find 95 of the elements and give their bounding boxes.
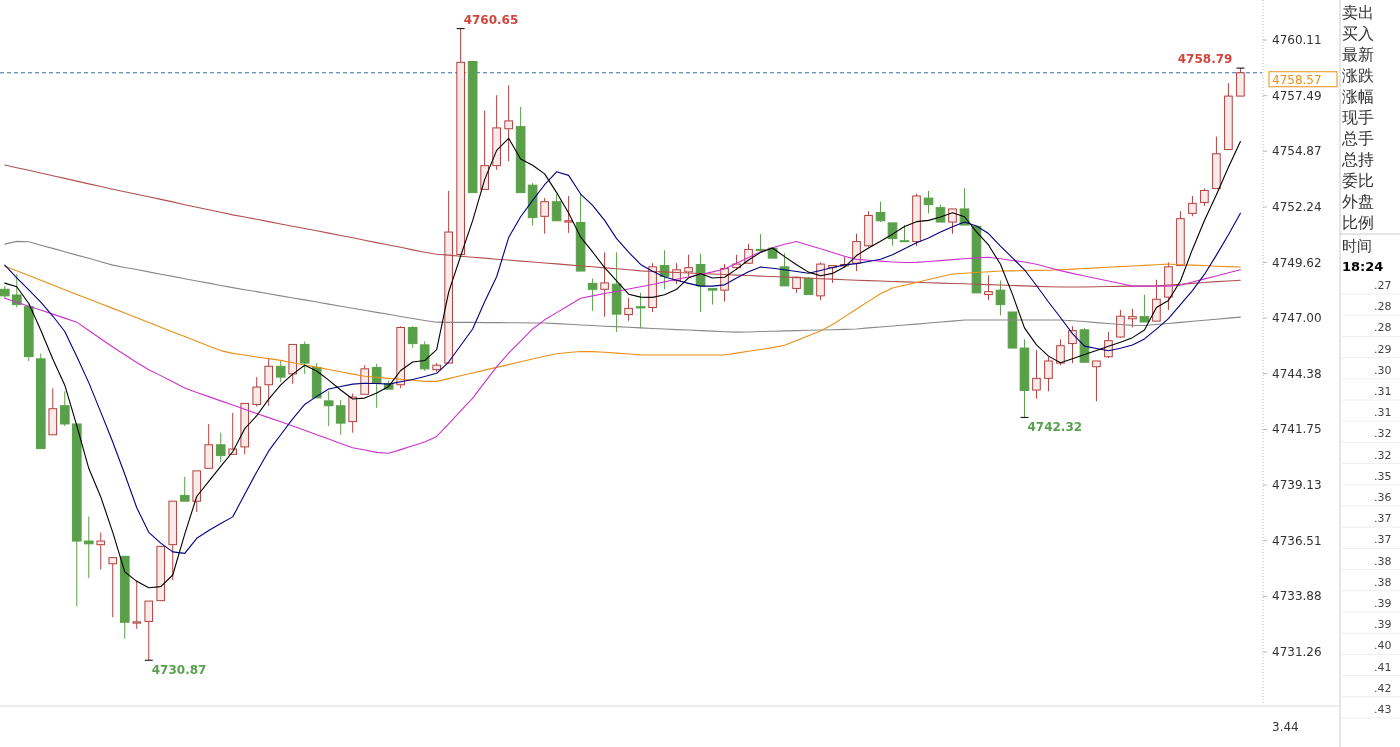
- text: .38: [1374, 554, 1392, 568]
- candlestick: [204, 423, 214, 469]
- text: .28: [1374, 321, 1392, 335]
- candlestick: [288, 343, 298, 385]
- candlestick: [108, 557, 118, 618]
- text: .27: [1374, 279, 1392, 292]
- candlestick: [444, 190, 453, 364]
- text: .39: [1374, 618, 1392, 632]
- text: .32: [1374, 448, 1392, 462]
- line-series: [4, 241, 1241, 454]
- annotation: 4758.79: [1177, 52, 1233, 67]
- candlestick: [600, 251, 609, 318]
- candlestick: [1092, 360, 1101, 402]
- candlestick: [575, 193, 586, 272]
- text: 最新: [1342, 45, 1374, 64]
- candlestick: [144, 600, 154, 661]
- annotation: 4730.87: [151, 663, 207, 678]
- text: .43: [1374, 703, 1392, 716]
- text: 总手: [1341, 129, 1374, 148]
- text: .35: [1374, 469, 1392, 483]
- y-tick-label: 4757.49: [1272, 88, 1322, 103]
- annotation: 4760.65: [463, 12, 519, 27]
- candlestick: [792, 276, 801, 294]
- candlestick: [707, 287, 718, 306]
- y-tick-label: 4741.75: [1272, 422, 1322, 437]
- y-tick-label: 4731.26: [1272, 644, 1322, 659]
- candlestick: [515, 106, 526, 194]
- text: 总持: [1341, 150, 1374, 169]
- candlestick: [432, 362, 441, 373]
- candlestick: [467, 61, 478, 194]
- text: .41: [1374, 660, 1392, 674]
- text: 18:24: [1342, 259, 1384, 274]
- candlestick: [504, 84, 513, 162]
- candlestick: [492, 94, 501, 171]
- candlestick: [564, 195, 573, 234]
- text: 买入: [1342, 24, 1374, 43]
- y-tick-label: 4754.87: [1272, 144, 1322, 159]
- candlestick: [168, 500, 178, 581]
- text: .28: [1374, 300, 1392, 314]
- y-tick-label: 4733.88: [1272, 589, 1322, 604]
- candlestick: [1139, 294, 1150, 323]
- text: 时间: [1342, 237, 1372, 255]
- y-tick-label: 4744.38: [1272, 366, 1322, 381]
- candlestick: [179, 476, 190, 502]
- text: 卖出: [1342, 3, 1374, 22]
- text: .37: [1374, 512, 1392, 526]
- text: .29: [1374, 342, 1392, 356]
- line-series: [4, 263, 1241, 382]
- candlestick: [83, 515, 94, 579]
- candlestick: [264, 358, 274, 407]
- annotation: 4742.32: [1027, 420, 1083, 435]
- ref-line-label: 4758.57: [1272, 72, 1322, 87]
- y-tick-label: 4736.51: [1272, 533, 1322, 548]
- text: .31: [1374, 385, 1392, 398]
- text: .31: [1374, 406, 1392, 420]
- text: 委比: [1342, 171, 1374, 190]
- text: 涨幅: [1342, 87, 1374, 106]
- y-tick-label: 4739.13: [1272, 478, 1322, 493]
- text: .39: [1374, 597, 1392, 610]
- candlestick: [1212, 136, 1221, 190]
- candlestick: [1152, 279, 1161, 322]
- candlestick: [875, 201, 886, 222]
- text: .37: [1374, 533, 1392, 547]
- candlestick: [323, 390, 334, 427]
- text: .38: [1374, 575, 1392, 589]
- candlestick: [419, 340, 430, 372]
- candlestick: [587, 277, 598, 312]
- y-tick-label: 4749.62: [1272, 255, 1322, 270]
- candlestick: [48, 387, 58, 436]
- candlestick: [1176, 210, 1185, 267]
- text: .36: [1374, 491, 1392, 504]
- text: 涨跌: [1342, 66, 1374, 85]
- line-series: [4, 137, 1241, 589]
- text: 现手: [1342, 108, 1374, 127]
- candlestick: [119, 555, 130, 640]
- candlestick: [156, 545, 166, 602]
- candlestick: [864, 210, 873, 247]
- text: 外盘: [1342, 192, 1374, 211]
- text: .40: [1374, 639, 1392, 653]
- y-tick-label: 4752.24: [1272, 200, 1322, 214]
- line-series: [4, 171, 1241, 554]
- candlestick: [624, 297, 633, 322]
- text: 3.44: [1272, 720, 1299, 734]
- candlestick: [407, 326, 418, 349]
- text: .32: [1374, 427, 1392, 441]
- text: 比例: [1342, 213, 1374, 232]
- candlestick: [192, 470, 202, 513]
- y-tick-label: 4747.00: [1272, 311, 1322, 326]
- candlestick: [1224, 82, 1233, 151]
- text: .30: [1374, 363, 1392, 377]
- candlestick: [1007, 311, 1018, 349]
- text: .42: [1374, 681, 1392, 695]
- candlestick: [252, 376, 262, 408]
- candlestick: [71, 423, 82, 607]
- y-tick-label: 4760.11: [1272, 33, 1322, 48]
